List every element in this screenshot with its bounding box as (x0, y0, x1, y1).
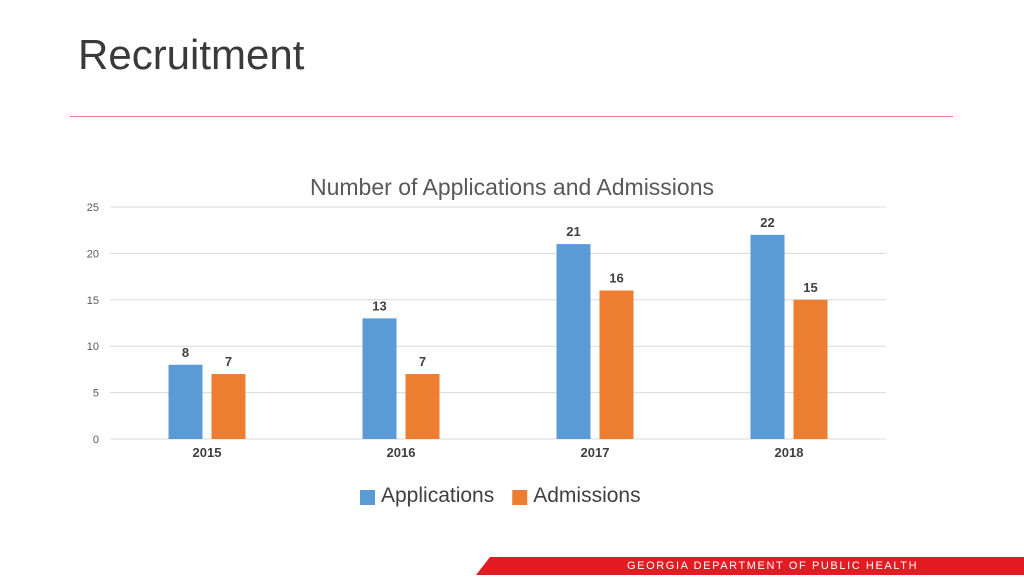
bar-applications-2016 (362, 318, 397, 439)
bar-admissions-2016 (405, 374, 440, 439)
bar-admissions-2018 (793, 299, 828, 439)
legend-swatch-admissions (512, 490, 528, 505)
data-label-admissions: 16 (609, 271, 623, 286)
data-label-applications: 13 (372, 298, 386, 313)
bar-applications-2018 (750, 234, 785, 439)
data-label-applications: 8 (182, 345, 189, 360)
y-tick-label: 5 (93, 388, 99, 400)
data-label-admissions: 7 (225, 354, 232, 369)
y-tick-label: 10 (87, 341, 99, 353)
data-label-applications: 22 (760, 215, 774, 230)
y-tick-label: 25 (87, 202, 99, 214)
y-tick-label: 20 (87, 248, 99, 260)
legend-label-admissions: Admissions (533, 484, 640, 507)
slide-title: Recruitment (78, 31, 305, 78)
x-tick-label: 2016 (387, 445, 416, 460)
data-label-admissions: 15 (803, 280, 817, 295)
x-tick-label: 2017 (581, 445, 610, 460)
y-tick-label: 0 (93, 434, 99, 446)
legend-label-applications: Applications (381, 484, 494, 507)
y-tick-label: 15 (87, 295, 99, 307)
bar-applications-2017 (556, 244, 591, 439)
bar-admissions-2015 (211, 374, 246, 439)
bar-admissions-2017 (599, 290, 634, 439)
data-label-admissions: 7 (419, 354, 426, 369)
bar-applications-2015 (168, 364, 203, 439)
footer-band (476, 557, 1024, 575)
legend-swatch-applications (360, 490, 375, 505)
title-divider (70, 116, 953, 117)
data-label-applications: 21 (566, 224, 580, 239)
chart-title: Number of Applications and Admissions (310, 174, 714, 200)
footer-organization: GEORGIA DEPARTMENT OF PUBLIC HEALTH (627, 560, 919, 572)
x-tick-label: 2018 (775, 445, 804, 460)
x-tick-label: 2015 (193, 445, 222, 460)
